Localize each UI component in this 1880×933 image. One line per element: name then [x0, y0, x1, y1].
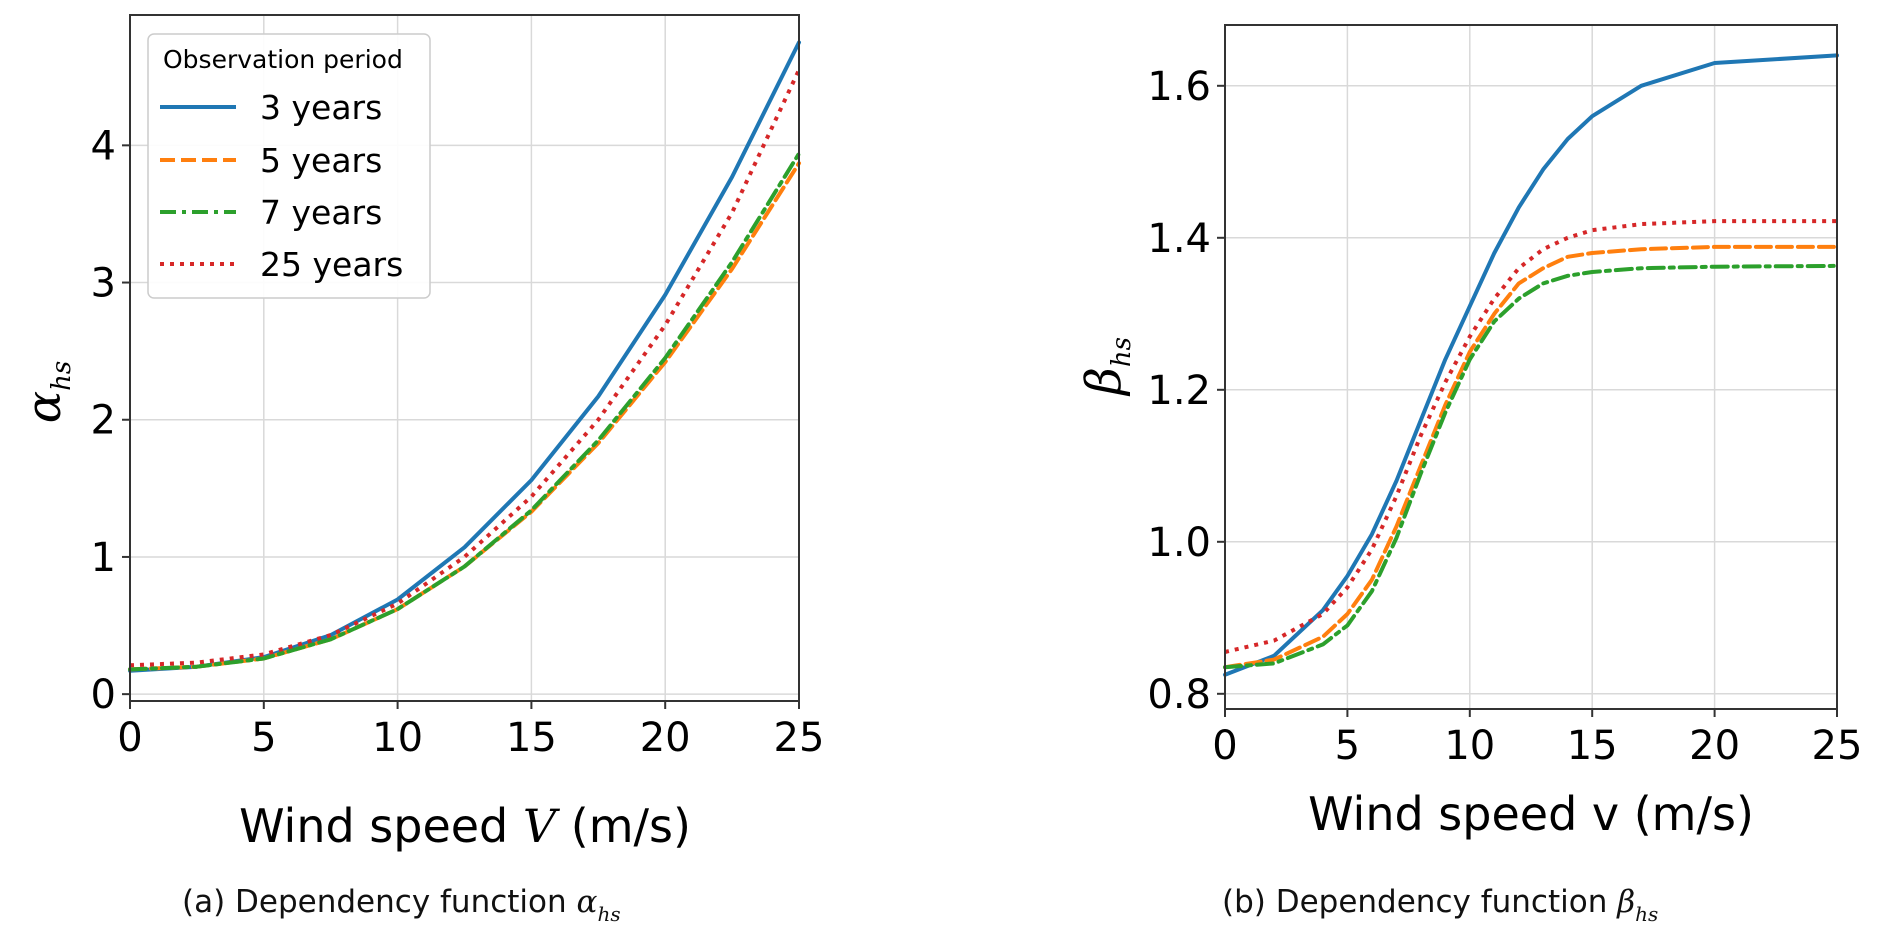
a-xtick-label: 10 — [372, 715, 423, 761]
a-ytick-label: 3 — [91, 261, 116, 307]
a-xtick-label: 20 — [640, 715, 691, 761]
a-ytick-label: 2 — [91, 398, 116, 444]
legend: Observation period 3 years 5 years 7 yea… — [147, 33, 431, 299]
b-ytick-label: 1.6 — [1147, 64, 1211, 110]
legend-label-3-years: 3 years — [260, 88, 382, 127]
a-y-axis-label: αhs — [16, 361, 77, 424]
b-xtick-label: 15 — [1567, 723, 1618, 769]
a-ytick-label: 1 — [91, 535, 116, 581]
b-series-3-years — [1223, 53, 1839, 677]
a-series-lines — [128, 40, 801, 673]
a-xtick-label: 25 — [774, 715, 825, 761]
a-caption: (a) Dependency function αhs — [182, 884, 621, 926]
a-series-25-years — [129, 69, 801, 668]
b-x-axis-label: Wind speed v (m/s) — [1308, 787, 1754, 841]
a-series-7-years — [128, 151, 801, 672]
panel-b-chart: 0 5 10 15 20 25 0.8 1.0 1.2 1.4 1.6 βhs Wind spee… — [1076, 24, 1862, 926]
b-y-tick-labels: 0.8 1.0 1.2 1.4 1.6 — [1147, 64, 1211, 718]
a-y-tick-labels: 0 1 2 3 4 — [91, 123, 116, 718]
b-series-25-years — [1224, 219, 1837, 654]
b-xtick-label: 25 — [1812, 723, 1863, 769]
a-x-tick-labels: 0 5 10 15 20 25 — [117, 715, 824, 761]
legend-item-5-years: 5 years — [160, 141, 382, 180]
b-caption: (b) Dependency function βhs — [1222, 884, 1658, 926]
b-xtick-label: 0 — [1212, 723, 1237, 769]
a-xtick-label: 0 — [117, 715, 142, 761]
a-x-axis-label: Wind speed V (m/s) — [239, 799, 691, 853]
legend-item-3-years: 3 years — [160, 88, 382, 127]
b-series-5-years — [1223, 244, 1839, 670]
legend-item-7-years: 7 years — [160, 193, 382, 232]
b-gridlines — [1217, 25, 1838, 717]
b-series-lines — [1223, 53, 1839, 677]
b-xtick-label: 20 — [1689, 723, 1740, 769]
a-ytick-label: 4 — [91, 123, 116, 169]
b-y-axis-label: βhs — [1076, 337, 1137, 397]
legend-label-5-years: 5 years — [260, 141, 382, 180]
b-ytick-label: 1.0 — [1147, 520, 1211, 566]
a-xtick-label: 15 — [506, 715, 557, 761]
b-xtick-label: 5 — [1335, 723, 1360, 769]
legend-title: Observation period — [163, 45, 403, 74]
a-plot-frame — [129, 14, 800, 702]
a-ytick-label: 0 — [91, 672, 116, 718]
legend-label-7-years: 7 years — [260, 193, 382, 232]
legend-label-25-years: 25 years — [260, 245, 403, 284]
a-xtick-label: 5 — [251, 715, 276, 761]
b-series-7-years — [1223, 263, 1839, 670]
b-ytick-label: 1.2 — [1147, 368, 1211, 414]
b-x-tick-labels: 0 5 10 15 20 25 — [1212, 723, 1862, 769]
legend-frame — [147, 33, 431, 299]
b-xtick-label: 10 — [1444, 723, 1495, 769]
b-ytick-label: 0.8 — [1147, 672, 1211, 718]
legend-item-25-years: 25 years — [160, 245, 403, 284]
b-plot-frame — [1224, 24, 1838, 710]
b-ytick-label: 1.4 — [1147, 216, 1211, 262]
